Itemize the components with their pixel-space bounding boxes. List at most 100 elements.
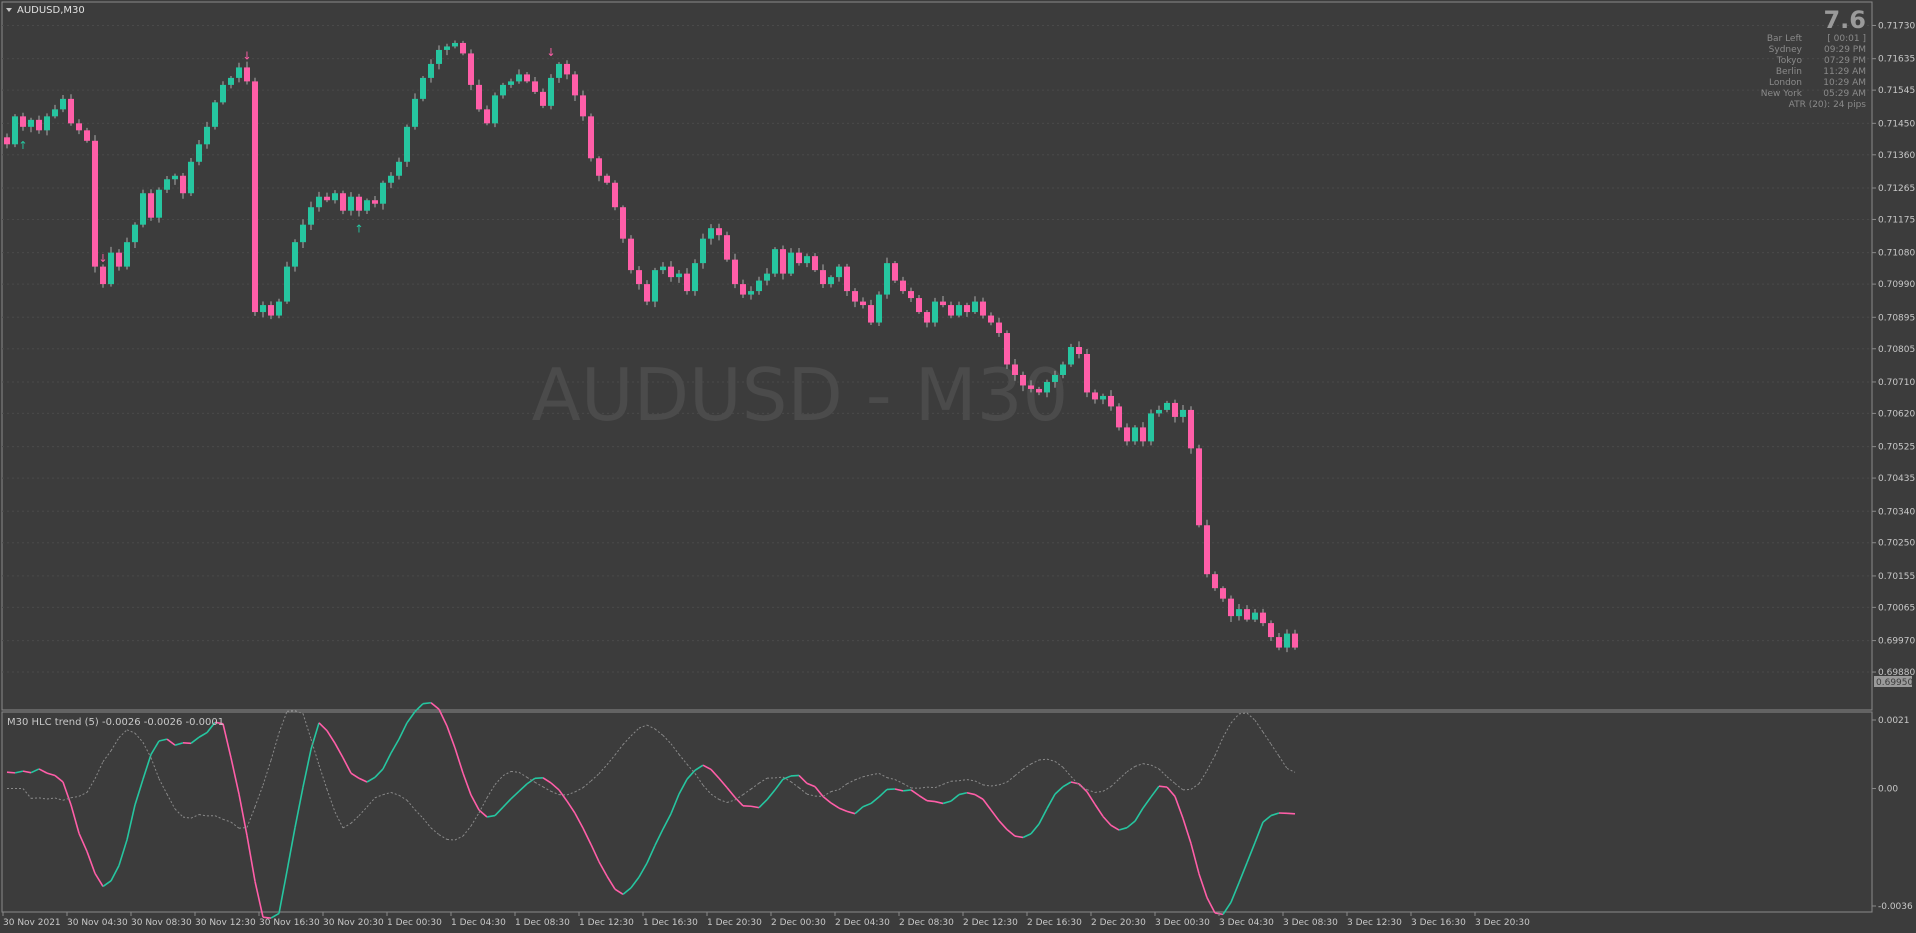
- signal-segment: [790, 781, 800, 789]
- signal-segment: [198, 814, 208, 817]
- bull-candle: [700, 238, 706, 264]
- signal-segment: [438, 834, 448, 840]
- bull-candle: [836, 266, 842, 278]
- trend-segment: [430, 702, 440, 710]
- signal-segment: [1006, 775, 1016, 783]
- indicator-axis[interactable]: 0.0021 0.00 -0.0036: [1872, 716, 1913, 912]
- bear-candle: [1268, 623, 1274, 638]
- signal-segment: [510, 770, 520, 773]
- bear-candle: [20, 116, 26, 127]
- atr-text: ATR (20): 24 pips: [1789, 100, 1867, 110]
- bull-candle: [772, 249, 778, 274]
- signal-segment: [1286, 767, 1296, 773]
- trend-segment: [934, 800, 944, 805]
- bear-candle: [1196, 448, 1202, 526]
- signal-segment: [222, 818, 232, 823]
- bull-candle: [1180, 409, 1186, 417]
- signal-segment: [262, 760, 272, 786]
- trend-segment: [974, 793, 984, 800]
- time-tick-label: 2 Dec 04:30: [835, 918, 890, 928]
- bull-candle: [1252, 612, 1258, 620]
- trend-segment: [758, 799, 768, 809]
- bear-candle: [1188, 409, 1194, 449]
- bear-candle: [1012, 364, 1018, 375]
- trend-segment: [1198, 873, 1208, 898]
- trend-segment: [950, 793, 960, 802]
- signal-segment: [86, 778, 96, 793]
- bull-candle: [380, 182, 386, 204]
- signal-segment: [958, 779, 968, 782]
- trend-segment: [1030, 823, 1040, 835]
- signal-segment: [1166, 776, 1176, 784]
- price-axis[interactable]: 0.71730 0.71635 0.71545 0.71450 0.71360 0.712…: [1872, 21, 1915, 678]
- trend-segment: [1038, 808, 1048, 825]
- bear-candle: [916, 298, 922, 313]
- bull-candle: [492, 95, 498, 124]
- bull-candle: [300, 224, 306, 243]
- trend-segment: [30, 768, 40, 774]
- indicator-pane[interactable]: [1, 711, 1873, 913]
- bull-candle: [516, 74, 522, 82]
- signal-segment: [1142, 763, 1152, 766]
- bull-candle: [364, 200, 370, 211]
- trend-segment: [406, 711, 416, 724]
- trend-segment: [1142, 796, 1152, 809]
- bear-candle: [628, 238, 634, 271]
- bear-candle: [524, 74, 530, 82]
- bull-candle: [132, 224, 138, 243]
- bear-candle: [868, 305, 874, 323]
- trend-segment: [454, 747, 464, 774]
- signal-segment: [1270, 743, 1280, 757]
- signal-segment: [302, 713, 312, 740]
- candles: [4, 40, 1298, 653]
- bear-candle: [92, 140, 98, 267]
- bull-candle: [292, 242, 298, 267]
- trend-segment: [966, 791, 976, 796]
- bull-candle: [956, 305, 962, 316]
- trend-segment: [862, 802, 872, 808]
- bear-candle: [900, 280, 906, 292]
- price-tick-label: 0.70620: [1878, 409, 1915, 419]
- trend-segment: [814, 786, 824, 797]
- price-pane[interactable]: [1, 1, 1873, 711]
- bull-candle: [652, 270, 658, 302]
- bull-candle: [396, 161, 402, 176]
- signal-segment: [342, 822, 352, 829]
- bull-candle: [1052, 374, 1058, 382]
- bull-candle: [788, 252, 794, 274]
- arrow-down-icon: ↓: [242, 49, 251, 62]
- bear-candle: [564, 63, 570, 75]
- time-axis[interactable]: 30 Nov 2021 30 Nov 04:30 30 Nov 08:30 30 No…: [2, 912, 1530, 928]
- time-tick-label: 1 Dec 16:30: [643, 918, 698, 928]
- collapse-triangle-icon[interactable]: [6, 8, 12, 12]
- signal-segment: [526, 776, 536, 783]
- time-tick-label: 2 Dec 16:30: [1027, 918, 1082, 928]
- bull-candle: [140, 193, 146, 225]
- trend-segment: [478, 809, 488, 818]
- bear-candle: [964, 305, 970, 313]
- bear-candle: [996, 322, 1002, 334]
- bull-candle: [764, 273, 770, 281]
- trend-segment: [166, 738, 176, 746]
- bull-candle: [12, 116, 18, 145]
- trend-segment: [286, 827, 296, 872]
- bull-candle: [108, 252, 114, 285]
- trend-segment: [566, 800, 576, 814]
- signal-segment: [350, 815, 360, 824]
- signal-segment: [1078, 784, 1088, 791]
- time-tick-label: 2 Dec 12:30: [963, 918, 1018, 928]
- grid: [2, 24, 1872, 673]
- bear-candle: [732, 259, 738, 285]
- signal-segment: [118, 729, 128, 738]
- bear-candle: [476, 84, 482, 110]
- bear-candle: [1076, 347, 1082, 354]
- bear-candle: [68, 98, 74, 124]
- signal-segment: [622, 735, 632, 745]
- bull-candle: [884, 263, 890, 295]
- bull-candle: [316, 196, 322, 208]
- trend-segment: [638, 862, 648, 878]
- signal-segment: [638, 724, 648, 729]
- signal-segment: [1030, 759, 1040, 765]
- signal-segment: [1086, 789, 1096, 793]
